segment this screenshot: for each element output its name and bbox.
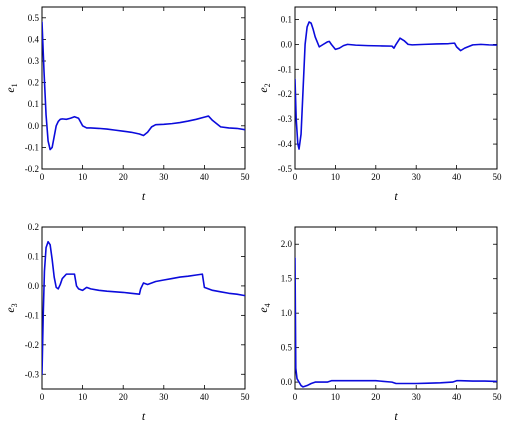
chart-panel-2: 0 10 20 30 40 50 -0.5 -0.4 -0.3 -0.2 -0.1 0.0 0.1 t e2	[256, 6, 503, 203]
y-tick-label: 0.5	[28, 13, 40, 23]
x-tick-label: 10	[78, 172, 88, 182]
x-tick-label: 50	[241, 392, 251, 402]
x-tick-label: 30	[159, 172, 169, 182]
y-tick-label: -0.2	[25, 164, 39, 174]
x-tick-label: 50	[493, 172, 503, 182]
x-tick-label: 0	[293, 392, 298, 402]
x-axis-label: t	[142, 189, 146, 203]
y-tick-label: -0.2	[25, 340, 39, 350]
x-tick-label: 0	[40, 172, 45, 182]
y-axis-label: e2	[256, 83, 272, 92]
x-tick-label: 20	[119, 392, 129, 402]
y-tick-label: 0.0	[281, 377, 293, 387]
y-tick-label: 0.4	[28, 34, 40, 44]
x-tick-label: 30	[159, 392, 169, 402]
y-tick-label: -0.3	[278, 114, 293, 124]
y-tick-label: 0.5	[281, 343, 293, 353]
y-tick-label: 1.0	[281, 308, 293, 318]
plot-frame	[41, 226, 246, 390]
series-line-e3	[42, 240, 245, 376]
y-tick-label: 0.2	[28, 78, 39, 88]
y-tick-label: 0.0	[281, 39, 293, 49]
y-tick-label: 0.1	[281, 14, 292, 24]
chart-panel-3: 0 10 20 30 40 50 -0.3 -0.2 -0.1 0.0 0.1 0.2 t e3	[3, 222, 250, 423]
x-tick-label: 20	[119, 172, 129, 182]
y-tick-label: -0.5	[278, 164, 293, 174]
x-tick-label: 40	[200, 172, 210, 182]
x-tick-label: 20	[371, 392, 381, 402]
plot-frame	[294, 226, 498, 390]
x-tick-label: 40	[452, 392, 462, 402]
y-tick-label: 0.3	[28, 56, 40, 66]
x-tick-label: 30	[412, 392, 422, 402]
x-tick-label: 20	[371, 172, 381, 182]
y-tick-label: -0.2	[278, 89, 292, 99]
y-axis-label: e3	[3, 303, 19, 312]
x-tick-label: 50	[241, 172, 251, 182]
x-tick-label: 10	[331, 392, 341, 402]
x-tick-label: 50	[493, 392, 503, 402]
series-line-e1	[42, 21, 245, 151]
x-axis-label: t	[394, 189, 398, 203]
y-tick-label: 0.0	[28, 281, 40, 291]
y-tick-label: -0.4	[278, 139, 293, 149]
y-tick-label: -0.1	[25, 310, 39, 320]
x-tick-label: 10	[331, 172, 341, 182]
x-tick-label: 40	[200, 392, 210, 402]
y-tick-label: -0.1	[278, 64, 292, 74]
x-tick-label: 10	[78, 392, 88, 402]
chart-panel-1: 0 10 20 30 40 50 -0.2 -0.1 0.0 0.1 0.2 0.3 0.4 0.5 t e1	[3, 6, 251, 203]
x-axis-label: t	[394, 409, 398, 423]
y-axis-label: e4	[256, 303, 272, 312]
plot-frame	[294, 6, 498, 170]
chart-panel-4: 0 10 20 30 40 50 0.0 0.5 1.0 1.5 2.0 t e4	[256, 226, 503, 423]
y-tick-label: 0.2	[28, 222, 39, 232]
x-axis-label: t	[142, 409, 146, 423]
series-line-e2	[295, 21, 497, 150]
series-line-e4	[295, 257, 497, 388]
y-tick-label: 0.0	[28, 121, 40, 131]
y-axis-label: e1	[3, 83, 19, 92]
x-tick-label: 0	[293, 172, 298, 182]
y-tick-label: 0.1	[28, 251, 39, 261]
y-tick-label: -0.1	[25, 142, 39, 152]
y-tick-label: -0.3	[25, 369, 40, 379]
plot-frame	[41, 6, 246, 170]
y-tick-label: 2.0	[281, 239, 293, 249]
y-tick-label: 1.5	[281, 274, 293, 284]
x-tick-label: 40	[452, 172, 462, 182]
x-tick-label: 30	[412, 172, 422, 182]
x-tick-label: 0	[40, 392, 45, 402]
y-tick-label: 0.1	[28, 99, 39, 109]
